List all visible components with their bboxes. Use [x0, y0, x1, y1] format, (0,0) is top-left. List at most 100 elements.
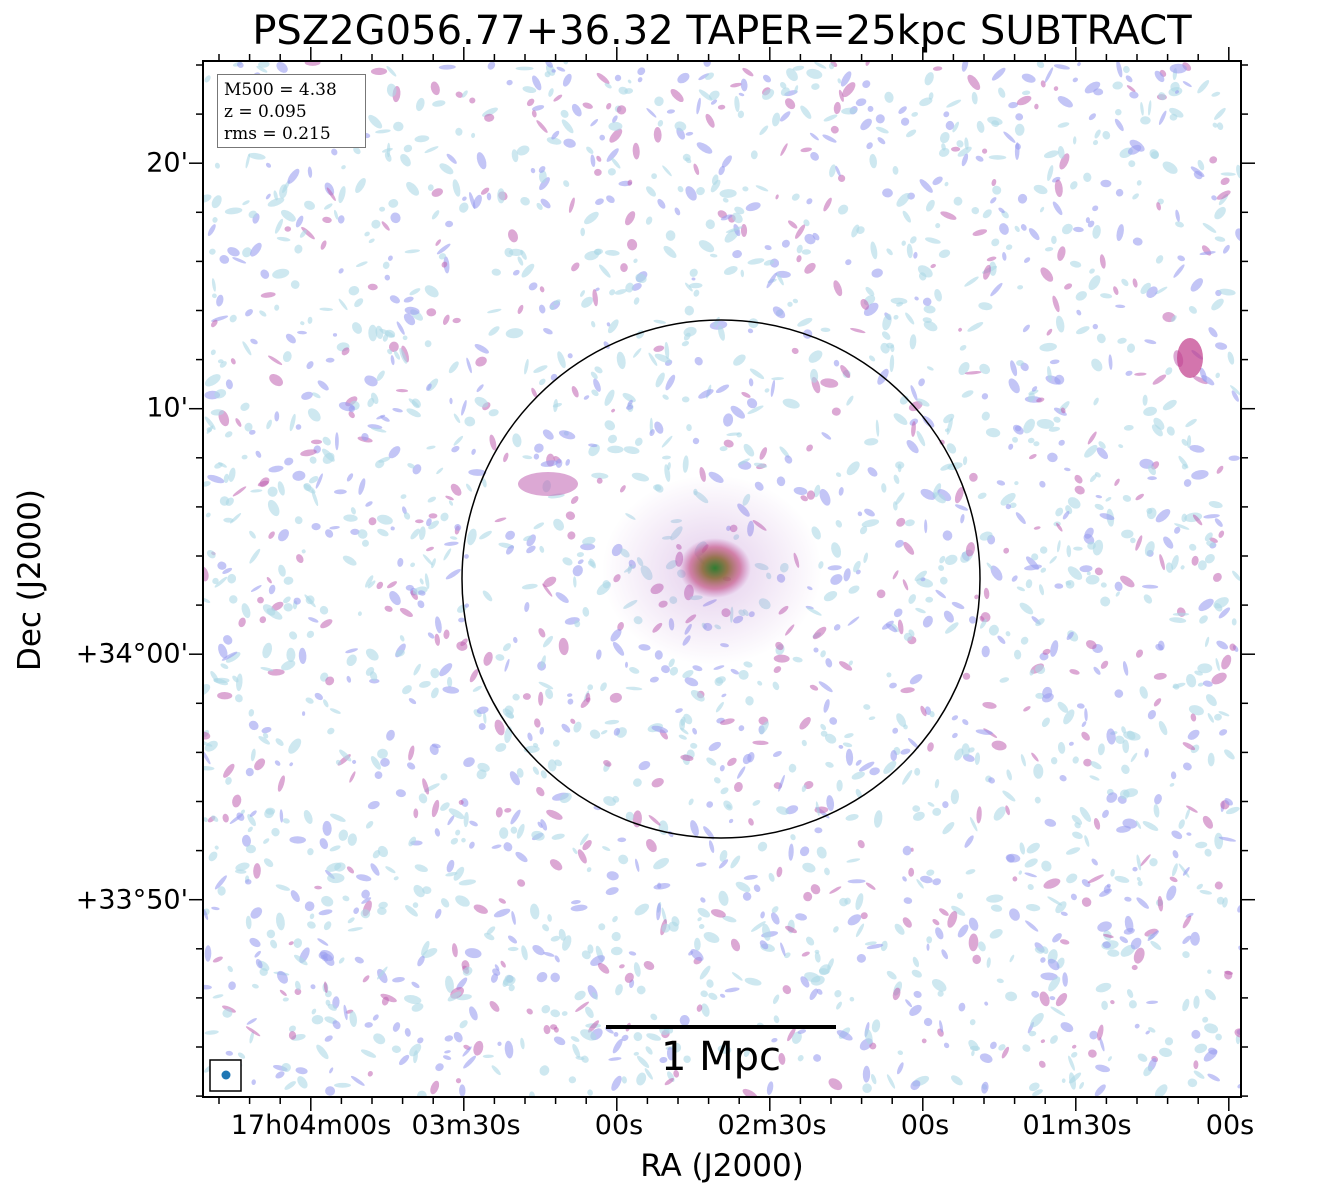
noise-blob	[453, 413, 461, 424]
noise-blob	[1050, 757, 1058, 765]
noise-blob	[1218, 530, 1225, 538]
noise-blob	[964, 276, 979, 287]
noise-blob	[829, 164, 836, 178]
noise-blob	[567, 698, 574, 705]
noise-blob	[329, 526, 340, 530]
noise-blob	[1123, 731, 1141, 741]
noise-blob	[1191, 555, 1199, 566]
noise-blob	[424, 285, 439, 298]
noise-blob	[654, 96, 664, 107]
noise-blob	[881, 331, 891, 340]
noise-blob	[245, 153, 251, 169]
noise-blob	[907, 738, 919, 749]
noise-blob	[894, 923, 905, 935]
noise-blob	[338, 268, 344, 274]
noise-blob	[1114, 581, 1123, 592]
noise-blob	[210, 409, 225, 416]
noise-blob	[1140, 282, 1151, 295]
noise-blob	[624, 88, 634, 94]
noise-blob	[833, 926, 839, 933]
noise-blob	[551, 69, 556, 73]
noise-blob	[1087, 220, 1095, 228]
noise-blob	[1012, 876, 1018, 882]
noise-blob	[339, 749, 352, 762]
noise-blob	[410, 528, 420, 540]
noise-blob	[946, 99, 962, 108]
noise-blob	[804, 262, 816, 274]
noise-blob	[1092, 323, 1099, 330]
noise-blob	[1214, 518, 1223, 527]
noise-blob	[533, 453, 540, 460]
noise-blob	[856, 953, 866, 963]
noise-blob	[217, 359, 224, 364]
noise-blob	[1159, 554, 1165, 571]
noise-blob	[1016, 586, 1026, 592]
noise-blob	[836, 1001, 842, 1010]
noise-blob	[258, 736, 270, 745]
noise-blob	[964, 137, 969, 150]
noise-blob	[384, 605, 393, 612]
noise-blob	[367, 397, 375, 408]
noise-blob	[683, 332, 691, 341]
noise-blob	[1132, 866, 1138, 872]
noise-blob	[634, 437, 643, 446]
noise-blob	[1068, 1072, 1077, 1090]
noise-blob	[558, 928, 566, 941]
noise-blob	[439, 163, 454, 175]
noise-blob	[846, 858, 861, 863]
noise-blob	[388, 341, 399, 352]
noise-blob	[1115, 108, 1122, 116]
noise-blob	[405, 905, 418, 917]
noise-blob	[240, 402, 250, 411]
noise-blob	[550, 972, 560, 983]
noise-blob	[517, 256, 524, 266]
noise-blob	[1063, 709, 1075, 725]
noise-blob	[717, 1045, 732, 1054]
noise-blob	[229, 813, 244, 824]
noise-blob	[224, 207, 243, 215]
noise-blob	[1180, 565, 1185, 570]
noise-blob	[434, 908, 442, 919]
noise-blob	[338, 829, 349, 841]
noise-blob	[1173, 264, 1185, 278]
noise-blob	[1021, 90, 1031, 96]
noise-blob	[1002, 790, 1016, 802]
noise-blob	[814, 62, 827, 69]
noise-blob	[938, 249, 951, 258]
noise-blob	[480, 187, 490, 195]
noise-blob	[622, 392, 636, 403]
noise-blob	[1183, 762, 1192, 771]
noise-blob	[1155, 643, 1164, 651]
x-tick-label: 00s	[900, 1110, 950, 1141]
noise-blob	[306, 361, 314, 370]
noise-blob	[884, 91, 894, 103]
noise-blob	[834, 990, 842, 998]
noise-blob	[920, 488, 936, 500]
noise-blob	[547, 914, 552, 922]
noise-blob	[650, 1013, 658, 1021]
noise-blob	[203, 909, 209, 921]
noise-blob	[635, 858, 640, 872]
noise-blob	[893, 474, 900, 484]
noise-blob	[210, 349, 216, 356]
noise-blob	[638, 761, 651, 771]
noise-blob	[1049, 555, 1057, 564]
noise-blob	[866, 142, 873, 150]
noise-blob	[986, 894, 1004, 903]
noise-blob	[625, 404, 634, 410]
noise-blob	[1231, 618, 1237, 626]
noise-blob	[607, 434, 618, 444]
noise-blob	[596, 477, 603, 484]
noise-blob	[543, 328, 553, 335]
noise-blob	[357, 611, 362, 616]
noise-blob	[209, 248, 216, 255]
noise-blob	[537, 821, 543, 828]
noise-blob	[524, 358, 529, 375]
noise-blob	[943, 111, 950, 118]
noise-blob	[911, 969, 922, 978]
noise-blob	[1081, 879, 1091, 888]
noise-blob	[1126, 343, 1136, 353]
noise-blob	[902, 770, 913, 785]
noise-blob	[593, 378, 601, 392]
noise-blob	[468, 192, 476, 209]
